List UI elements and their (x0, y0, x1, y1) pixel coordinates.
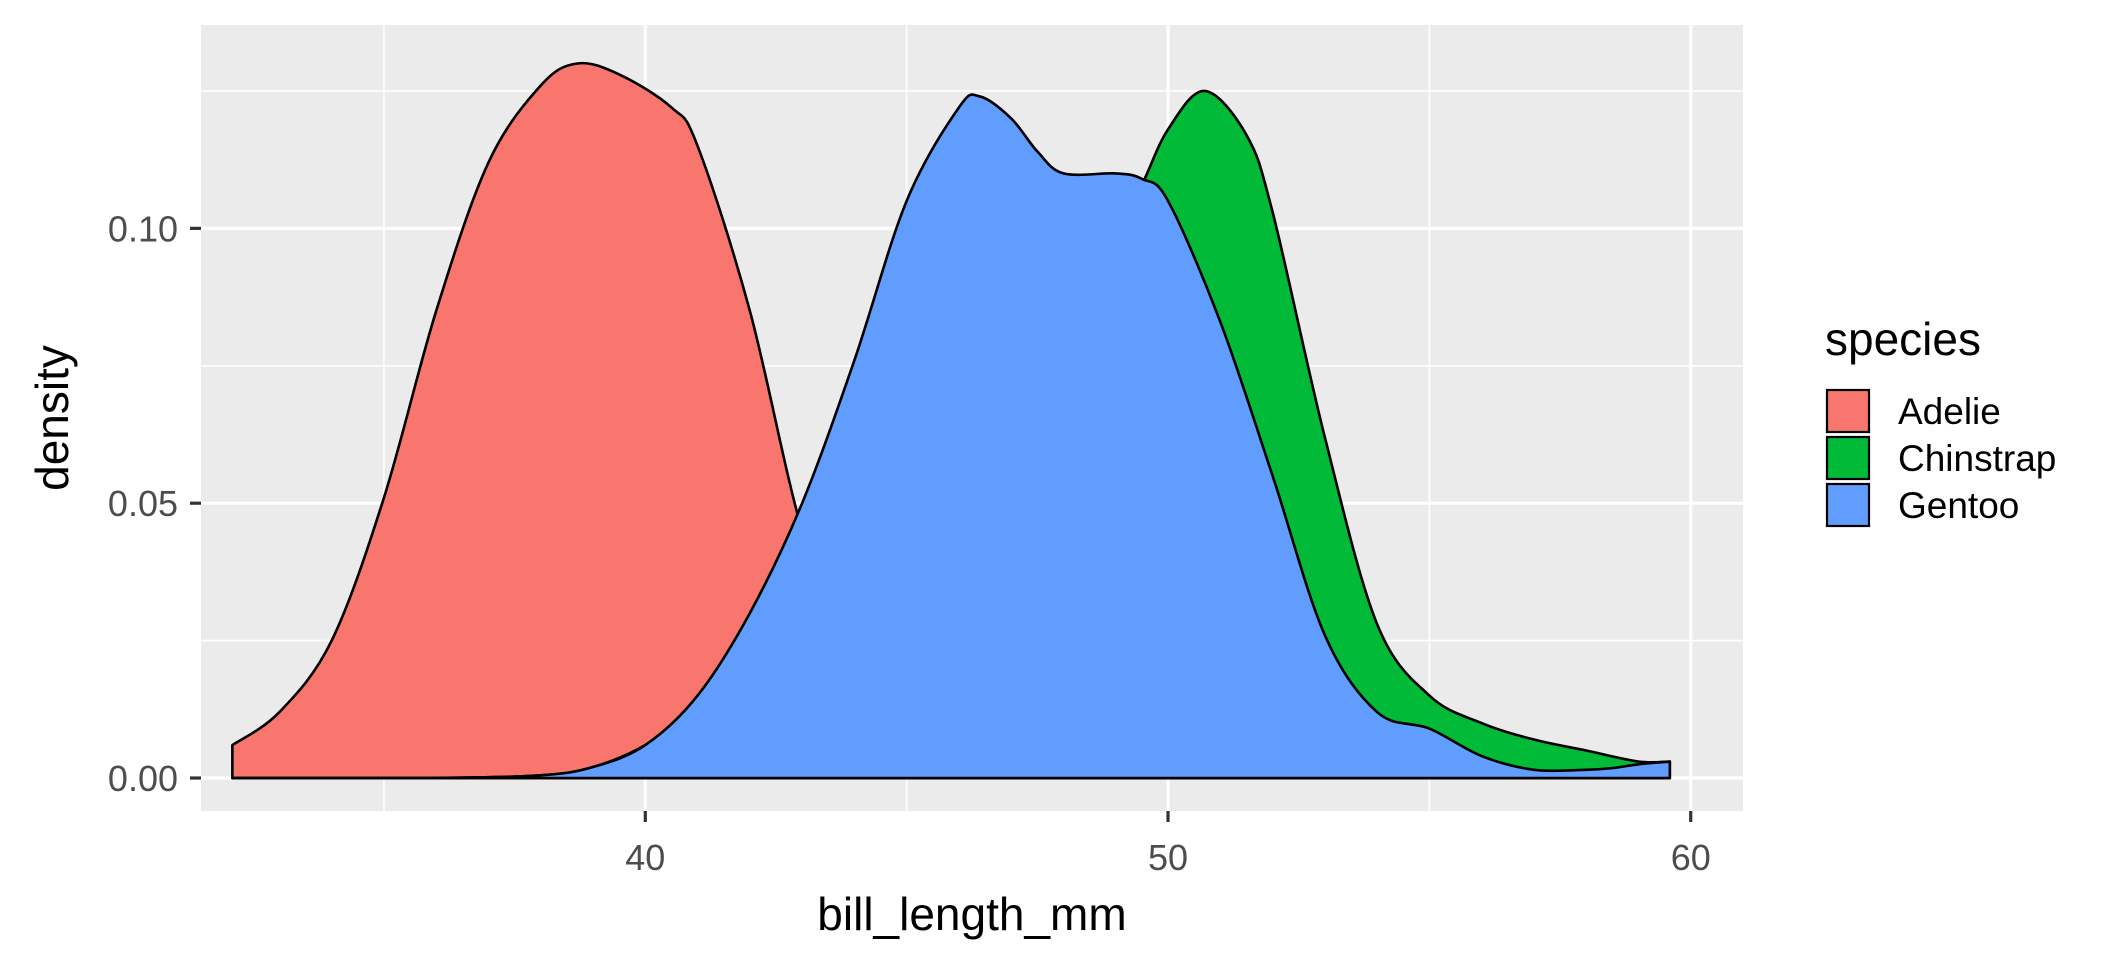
legend-label-adelie: Adelie (1898, 391, 2001, 432)
x-tick-label: 40 (625, 837, 665, 878)
y-tick-label: 0.00 (108, 758, 178, 799)
y-tick-label: 0.10 (108, 208, 178, 249)
legend-items: Adelie Chinstrap Gentoo (1825, 388, 2056, 528)
legend-key-adelie (1825, 388, 1871, 434)
x-tick-label: 60 (1671, 837, 1711, 878)
x-tick-label: 50 (1148, 837, 1188, 878)
legend: species Adelie Chinstrap Gentoo (1825, 313, 2056, 528)
x-axis-title: bill_length_mm (817, 888, 1126, 940)
legend-key-chinstrap (1825, 435, 1871, 481)
legend-key-gentoo (1825, 482, 1871, 528)
legend-label-chinstrap: Chinstrap (1898, 438, 2056, 479)
density-areas (231, 61, 1672, 780)
legend-title: species (1825, 313, 1981, 365)
y-axis-title: density (26, 345, 78, 491)
legend-label-gentoo: Gentoo (1898, 485, 2019, 526)
density-area-gentoo (231, 93, 1672, 780)
x-axis: 40 50 60 (625, 811, 1711, 878)
y-tick-label: 0.05 (108, 483, 178, 524)
y-axis: 0.00 0.05 0.10 (108, 208, 201, 799)
